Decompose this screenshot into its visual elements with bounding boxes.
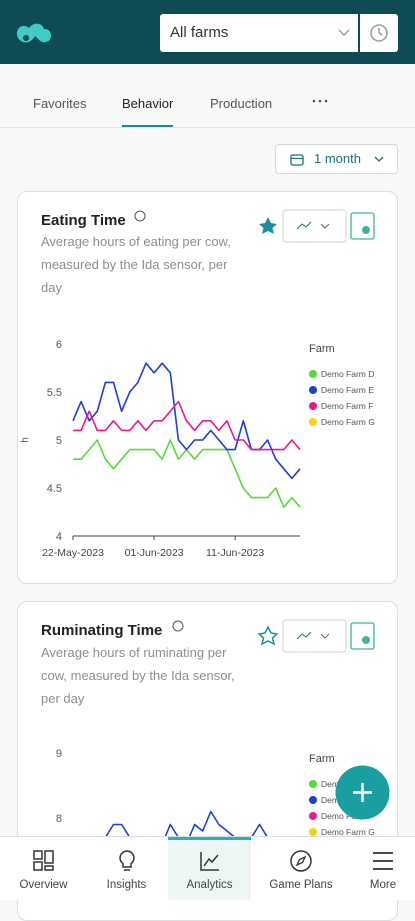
overview-icon bbox=[33, 850, 54, 871]
add-to-report[interactable] bbox=[350, 212, 375, 240]
y-tick-label: 4 bbox=[56, 531, 62, 543]
legend-label: Demo Farm F bbox=[321, 811, 373, 821]
nav-label: Analytics bbox=[186, 879, 233, 891]
bottom-nav: Overview Insights Analytics Game Plans M… bbox=[0, 836, 415, 900]
help-icon[interactable] bbox=[172, 620, 184, 632]
add-fab[interactable] bbox=[335, 765, 390, 820]
card-title: Eating Time bbox=[41, 212, 126, 229]
legend-swatch bbox=[309, 402, 317, 410]
card-subtitle: Average hours of eating per cow, measure… bbox=[41, 234, 231, 295]
legend-label: Demo Farm D bbox=[321, 369, 374, 379]
favorite-star[interactable] bbox=[259, 217, 277, 234]
nav-label: Overview bbox=[19, 879, 68, 891]
legend-swatch bbox=[309, 812, 317, 820]
legend-title: Farm bbox=[309, 343, 335, 355]
line-icon bbox=[296, 221, 312, 230]
legend-swatch bbox=[309, 796, 317, 804]
chevron bbox=[320, 223, 330, 229]
legend-label: Demo Farm G bbox=[321, 417, 375, 427]
farm-select-text: All farms bbox=[170, 24, 229, 41]
legend-label: Demo Farm E bbox=[321, 385, 374, 395]
tab[interactable]: Production bbox=[210, 96, 273, 111]
tab[interactable]: Favorites bbox=[33, 96, 87, 111]
y-tick-label: 5.5 bbox=[47, 387, 62, 399]
tab-indicator bbox=[122, 125, 173, 127]
chevron bbox=[338, 29, 350, 36]
favorite-star[interactable] bbox=[257, 625, 279, 646]
card-title: Ruminating Time bbox=[41, 622, 162, 639]
legend-label: Demo Farm F bbox=[321, 401, 373, 411]
card-subtitle: Average hours of ruminating per cow, mea… bbox=[41, 645, 235, 706]
y-tick-label: 9 bbox=[56, 748, 62, 760]
legend-swatch bbox=[309, 370, 317, 378]
series-line bbox=[72, 362, 301, 480]
insights-icon bbox=[119, 850, 135, 871]
card-title-text: Eating Time bbox=[41, 212, 126, 229]
y-tick-label: 4.5 bbox=[47, 483, 62, 495]
help-icon[interactable] bbox=[134, 210, 146, 222]
nav-item[interactable]: Overview bbox=[2, 837, 85, 900]
legend-swatch bbox=[309, 418, 317, 426]
legend-label: Demo Farm G bbox=[321, 827, 375, 837]
card-controls bbox=[134, 209, 375, 653]
chevron bbox=[374, 156, 384, 162]
add-icon bbox=[362, 226, 370, 234]
tab-divider bbox=[0, 127, 415, 128]
clock-icon bbox=[370, 24, 388, 42]
x-tick-label: 01-Jun-2023 bbox=[125, 547, 184, 559]
x-tick-label: 22-May-2023 bbox=[42, 547, 104, 559]
date-filter-text: 1 month bbox=[314, 151, 361, 166]
series-line bbox=[73, 400, 301, 451]
analytics-icon bbox=[200, 852, 219, 871]
logo[interactable] bbox=[14, 20, 56, 46]
legend-swatch bbox=[309, 386, 317, 394]
chart-card bbox=[17, 191, 398, 584]
y-axis-label: h bbox=[20, 437, 31, 443]
tab[interactable]: Behavior bbox=[122, 96, 174, 111]
more-icon bbox=[373, 852, 393, 870]
add-icon bbox=[362, 636, 370, 644]
farm-select[interactable]: All farms bbox=[160, 14, 358, 52]
y-tick-label: 5 bbox=[56, 435, 62, 447]
nav-item[interactable]: Insights bbox=[85, 837, 168, 900]
chart-type-select[interactable] bbox=[282, 209, 347, 243]
y-tick-label: 8 bbox=[56, 813, 62, 825]
nav-item[interactable]: More bbox=[343, 837, 415, 900]
game-plans-icon bbox=[290, 850, 312, 872]
nav-item[interactable]: Analytics bbox=[168, 837, 251, 900]
nav-item[interactable]: Game Plans bbox=[251, 837, 351, 900]
chart-type-select[interactable] bbox=[282, 619, 347, 653]
more-tabs[interactable] bbox=[310, 96, 330, 106]
x-tick-label: 11-Jun-2023 bbox=[206, 547, 264, 559]
header: All farms bbox=[0, 0, 415, 64]
legend-swatch bbox=[309, 828, 317, 836]
legend-title: Farm bbox=[309, 753, 335, 765]
chevron bbox=[320, 633, 330, 639]
add-to-report[interactable] bbox=[350, 622, 375, 650]
nav-label: Game Plans bbox=[269, 879, 333, 891]
card-title-text: Ruminating Time bbox=[41, 622, 163, 639]
line-icon bbox=[296, 631, 312, 640]
calendar-icon bbox=[290, 154, 304, 166]
history-button[interactable] bbox=[360, 14, 398, 52]
y-tick-label: 6 bbox=[56, 339, 62, 351]
legend-swatch bbox=[309, 780, 317, 788]
nav-label: More bbox=[369, 879, 397, 891]
nav-label: Insights bbox=[106, 879, 147, 891]
date-filter[interactable]: 1 month bbox=[275, 144, 398, 174]
